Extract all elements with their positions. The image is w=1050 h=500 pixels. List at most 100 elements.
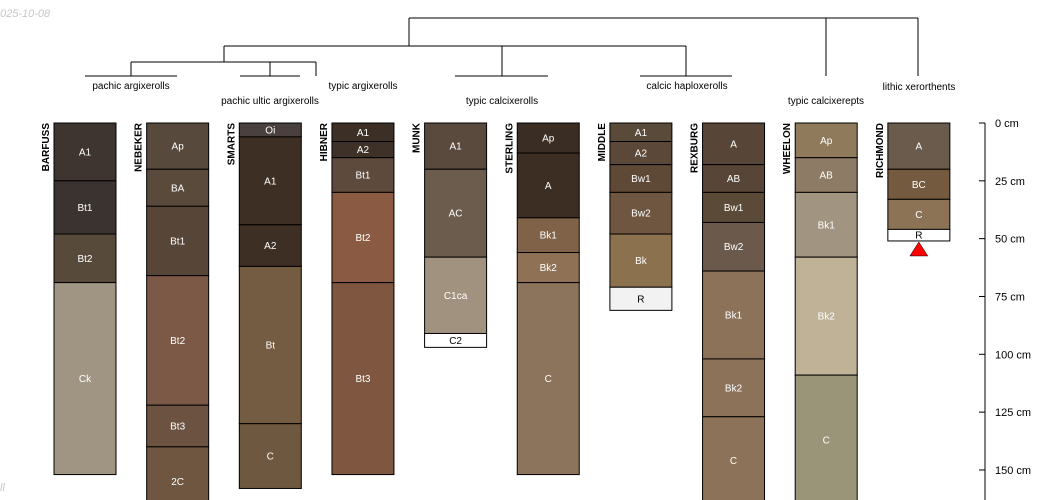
horizon-label: Bw2 [631, 209, 651, 220]
horizon [238, 423, 302, 489]
profile: A1 AC C1ca C2 MUNK [412, 122, 488, 348]
horizon-label: Bt [266, 341, 276, 352]
horizon [516, 152, 580, 219]
axis-tick-label: 0 cm [995, 118, 1019, 130]
horizon [238, 136, 302, 226]
taxon-label: typic calcixerepts [788, 96, 864, 107]
horizon-label: Bk [635, 256, 648, 267]
horizon [146, 122, 210, 170]
horizon-label: Bw1 [724, 203, 744, 214]
horizon-label: 2C [171, 477, 184, 488]
profile-name: MUNK [412, 122, 423, 153]
horizon [609, 191, 673, 235]
horizon [146, 404, 210, 448]
horizon [238, 224, 302, 267]
horizon [702, 164, 766, 193]
horizon [794, 256, 858, 376]
horizon-label: A1 [449, 142, 462, 153]
taxon-label: pachic ultic argixerolls [221, 96, 319, 107]
profile-name: HIBNER [319, 122, 330, 161]
horizon-label: Bt2 [77, 254, 92, 265]
profile-name: SMARTS [226, 123, 237, 166]
horizon-label: Bk1 [540, 231, 558, 242]
horizon-label: BC [912, 180, 926, 191]
horizon [609, 233, 673, 288]
horizon-label: Bw1 [631, 174, 651, 185]
horizon-label: AB [727, 174, 741, 185]
profile: A1 A2 Bw1 Bw2 Bk R MIDDLE [597, 122, 673, 311]
horizon-label: Oi [265, 125, 275, 136]
horizon [516, 252, 580, 284]
horizon-label: C1ca [444, 291, 468, 302]
horizon [146, 205, 210, 277]
horizon [424, 122, 488, 170]
dendrogram [85, 17, 919, 77]
horizon-label: A1 [635, 128, 648, 139]
horizon-label: A1 [79, 147, 92, 158]
horizon-label: Bt2 [355, 233, 370, 244]
horizon-label: Ap [820, 136, 833, 147]
horizon [702, 221, 766, 272]
profile: A BC CR RICHMOND [875, 122, 951, 257]
axis-tick-label: 25 cm [995, 176, 1025, 188]
profile: Ap BA Bt1 Bt2 Bt3 2C NEBEKER [134, 122, 210, 500]
horizon-label: Bw2 [724, 242, 744, 253]
axis-tick-label: 75 cm [995, 291, 1025, 303]
horizon-label: A1 [264, 176, 277, 187]
profile: Ap A Bk1 Bk2 C STERLING [504, 122, 580, 476]
profile-name: BARFUSS [41, 123, 52, 172]
taxon-label: calcic haploxerolls [646, 81, 727, 92]
horizon-label: A2 [357, 145, 370, 156]
horizon-label: C [730, 456, 737, 467]
profile-name: STERLING [504, 123, 515, 174]
axis-tick-label: 50 cm [995, 234, 1025, 246]
horizon-label: Ap [542, 134, 555, 145]
profile: Ap AB Bk1 Bk2 C WHEELON [782, 122, 858, 500]
axis-tick-label: 100 cm [995, 349, 1031, 361]
horizon [702, 191, 766, 223]
horizon [146, 168, 210, 207]
horizon-label: C [915, 210, 922, 221]
horizon [331, 282, 395, 476]
horizon-label: C2 [449, 336, 462, 347]
horizon [794, 157, 858, 193]
taxon-label: typic calcixerolls [466, 96, 538, 107]
horizon [794, 122, 858, 159]
horizon-label: Bt3 [355, 374, 370, 385]
horizon-label: R [637, 294, 644, 305]
horizon-label: AC [449, 209, 463, 220]
profile: A1 A2 Bt1 Bt2 Bt3 HIBNER [319, 122, 395, 476]
horizon-label: A1 [357, 128, 370, 139]
horizon [516, 282, 580, 476]
horizon [238, 265, 302, 425]
horizon-label: Ck [79, 374, 92, 385]
profile-name: WHEELON [782, 123, 793, 174]
profile-name: NEBEKER [134, 122, 145, 172]
horizon [424, 256, 488, 334]
horizon-label: A2 [635, 149, 648, 160]
horizon [702, 358, 766, 418]
horizon [146, 446, 210, 500]
lithic-contact-marker [909, 241, 929, 257]
horizon-label: A2 [264, 241, 277, 252]
horizon [516, 122, 580, 154]
horizon [794, 374, 858, 500]
horizon-label: C [267, 452, 274, 463]
horizon [887, 122, 951, 170]
profile-name: RICHMOND [875, 123, 886, 178]
profile: A AB Bw1 Bw2 Bk1 Bk2 C REXBURG [690, 122, 766, 500]
profile: A1 Bt1 Bt2 Ck BARFUSS [41, 122, 117, 476]
horizon-label: Bt3 [170, 422, 185, 433]
horizon-label: R [915, 231, 922, 242]
horizon-label: AB [820, 171, 834, 182]
horizon-label: Bt1 [77, 203, 92, 214]
taxa-labels: pachic argixerolls pachic ultic argixero… [92, 81, 955, 107]
horizon-label: Ap [172, 142, 185, 153]
horizon [53, 282, 117, 476]
horizon-label: Bt2 [170, 336, 185, 347]
corner-label: ll [0, 482, 5, 494]
horizon-label: Bk1 [818, 220, 836, 231]
horizon [331, 157, 395, 193]
horizon-label: C [545, 374, 552, 385]
horizon [887, 168, 951, 200]
